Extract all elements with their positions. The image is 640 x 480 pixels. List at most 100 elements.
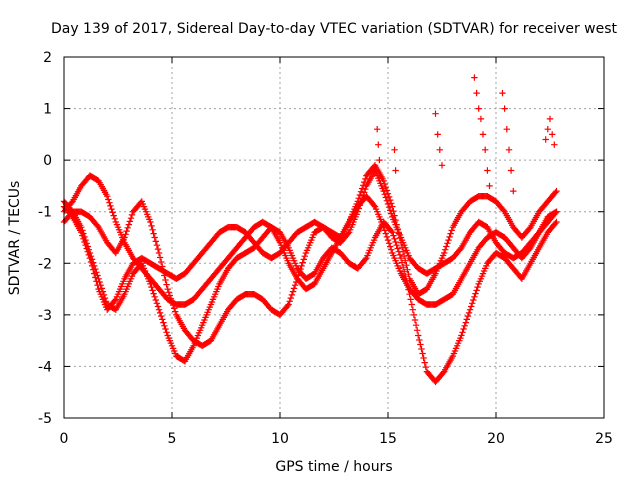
data-point [394, 245, 401, 252]
data-point [382, 184, 389, 191]
data-point [159, 263, 166, 270]
y-tick-label: 1 [43, 102, 52, 118]
data-point [442, 246, 449, 253]
data-point [401, 268, 408, 275]
data-point [152, 296, 159, 304]
data-markers [60, 74, 560, 386]
data-point [149, 287, 156, 294]
data-point [158, 312, 165, 320]
data-point [376, 156, 383, 164]
data-point [552, 209, 559, 217]
data-point [420, 354, 427, 362]
y-tick-label: -2 [38, 256, 52, 272]
data-point [395, 248, 402, 255]
data-point [471, 74, 478, 81]
data-point [354, 198, 361, 205]
data-point [156, 254, 164, 261]
data-point [486, 182, 493, 190]
data-point [544, 126, 551, 133]
data-point [474, 283, 481, 291]
data-point [421, 359, 428, 366]
data-point [88, 256, 96, 263]
data-point [165, 289, 172, 296]
data-point [287, 294, 294, 302]
data-point [166, 292, 173, 299]
data-point [78, 224, 85, 231]
data-point [405, 286, 412, 293]
data-point [362, 186, 369, 193]
data-point [156, 309, 164, 317]
data-point [111, 297, 118, 304]
data-point [436, 146, 443, 153]
data-point [148, 283, 155, 291]
data-point [443, 243, 450, 250]
data-point [460, 325, 467, 333]
axis-ticks: 0 5 10 15 20 25 -5 -4 -3 -2 -1 0 1 2 [38, 50, 613, 447]
data-point [391, 146, 398, 153]
data-point [92, 265, 99, 273]
data-point [387, 196, 394, 204]
data-point [162, 276, 169, 284]
data-point [403, 262, 410, 269]
data-point [390, 207, 397, 215]
data-point [414, 327, 421, 334]
data-point [482, 146, 489, 153]
data-point [81, 233, 88, 241]
data-point [91, 262, 98, 270]
data-point [408, 301, 415, 308]
data-point [90, 259, 97, 266]
data-point [284, 302, 291, 309]
series-track-c [60, 162, 560, 349]
data-point [417, 341, 424, 348]
data-point [384, 236, 392, 244]
x-tick-label: 0 [60, 431, 69, 447]
data-point [434, 131, 441, 138]
data-point [158, 258, 165, 266]
data-point [104, 193, 111, 200]
data-point [383, 197, 391, 204]
data-point [409, 306, 416, 313]
data-point [147, 218, 154, 226]
data-point [164, 285, 171, 293]
data-point [399, 264, 407, 271]
data-point [444, 240, 451, 247]
data-point [100, 291, 108, 299]
data-point [415, 332, 422, 339]
data-point [84, 243, 91, 250]
data-point [446, 233, 453, 241]
data-point [124, 224, 131, 231]
data-point [383, 233, 391, 241]
data-point [477, 115, 485, 123]
data-point [447, 230, 454, 237]
data-point [110, 212, 117, 219]
data-point [161, 272, 168, 279]
data-point [172, 308, 179, 315]
data-point [381, 180, 388, 188]
data-point [416, 336, 423, 344]
data-point [402, 257, 409, 264]
data-point [82, 236, 89, 244]
data-point [357, 188, 365, 195]
data-point [298, 262, 305, 270]
data-point [466, 306, 474, 313]
y-tick-label: -1 [38, 205, 52, 221]
data-point [407, 296, 414, 303]
data-point [388, 246, 395, 253]
data-point [484, 167, 491, 174]
data-point [381, 227, 388, 234]
data-point [458, 332, 465, 339]
data-point [404, 282, 411, 289]
data-point [301, 253, 308, 260]
data-point [93, 269, 100, 276]
y-tick-label: -3 [38, 308, 52, 324]
data-point [463, 316, 470, 323]
data-point [402, 273, 409, 280]
data-point [551, 141, 558, 148]
data-point [300, 256, 307, 263]
chart-title: Day 139 of 2017, Sidereal Day-to-day VTE… [51, 21, 618, 37]
data-point [99, 288, 107, 295]
data-point [553, 218, 560, 226]
data-point [394, 225, 401, 233]
data-point [445, 236, 452, 244]
